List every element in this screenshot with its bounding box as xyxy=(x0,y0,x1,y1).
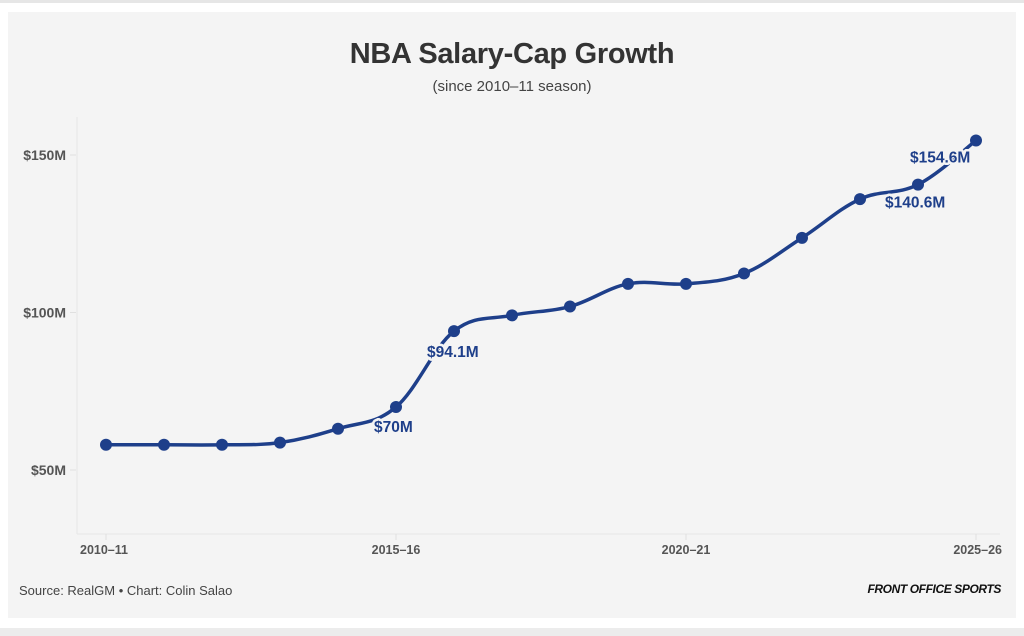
data-point xyxy=(622,277,634,290)
data-point xyxy=(564,300,576,313)
y-tick-label: $50M xyxy=(31,462,66,478)
data-point xyxy=(854,193,866,206)
data-point xyxy=(738,267,750,280)
x-tick-label: 2015–16 xyxy=(372,543,421,557)
data-label-halo: $140.6M xyxy=(885,195,945,212)
chart-subtitle: (since 2010–11 season) xyxy=(432,78,592,95)
data-point xyxy=(274,436,286,449)
x-tick-label: 2025–26 xyxy=(953,543,1002,557)
data-label-halo: $94.1M xyxy=(427,344,479,361)
series-line xyxy=(104,138,978,447)
x-tick-label: 2020–21 xyxy=(662,543,711,557)
x-tick-label: 2010–11 xyxy=(80,543,128,557)
labels-layer: $70M$70M$94.1M$94.1M$140.6M$140.6M$154.6… xyxy=(372,147,973,438)
y-tick-label: $100M xyxy=(23,305,66,321)
data-point xyxy=(970,134,982,147)
data-point xyxy=(390,401,402,413)
data-point xyxy=(100,438,112,451)
axes: $50M $100M $150M 2010–11 2015–16 2020–21 2025–… xyxy=(23,117,1002,557)
data-label: $140.6M xyxy=(885,195,945,212)
data-label: $94.1M xyxy=(427,344,479,361)
page-bottom-band xyxy=(0,628,1024,636)
data-label: $154.6M xyxy=(910,150,970,167)
data-point xyxy=(912,178,924,191)
source-credit: Source: RealGM • Chart: Colin Salao xyxy=(19,583,233,598)
data-label-halo: $70M xyxy=(374,419,413,436)
chart-title: NBA Salary-Cap Growth xyxy=(349,38,675,70)
data-label-halo: $154.6M xyxy=(910,150,970,167)
points-layer xyxy=(100,134,982,451)
data-point xyxy=(158,438,170,451)
y-tick-label: $150M xyxy=(23,147,66,163)
data-point xyxy=(506,309,518,322)
brand-logo: FRONT OFFICE SPORTS xyxy=(867,582,1001,596)
data-point xyxy=(680,277,692,290)
data-label: $70M xyxy=(374,419,413,436)
data-point xyxy=(332,422,344,435)
data-point xyxy=(216,438,228,451)
page-top-band xyxy=(0,0,1024,3)
data-point xyxy=(796,231,808,244)
line-layer xyxy=(104,138,978,447)
data-point xyxy=(448,325,460,338)
